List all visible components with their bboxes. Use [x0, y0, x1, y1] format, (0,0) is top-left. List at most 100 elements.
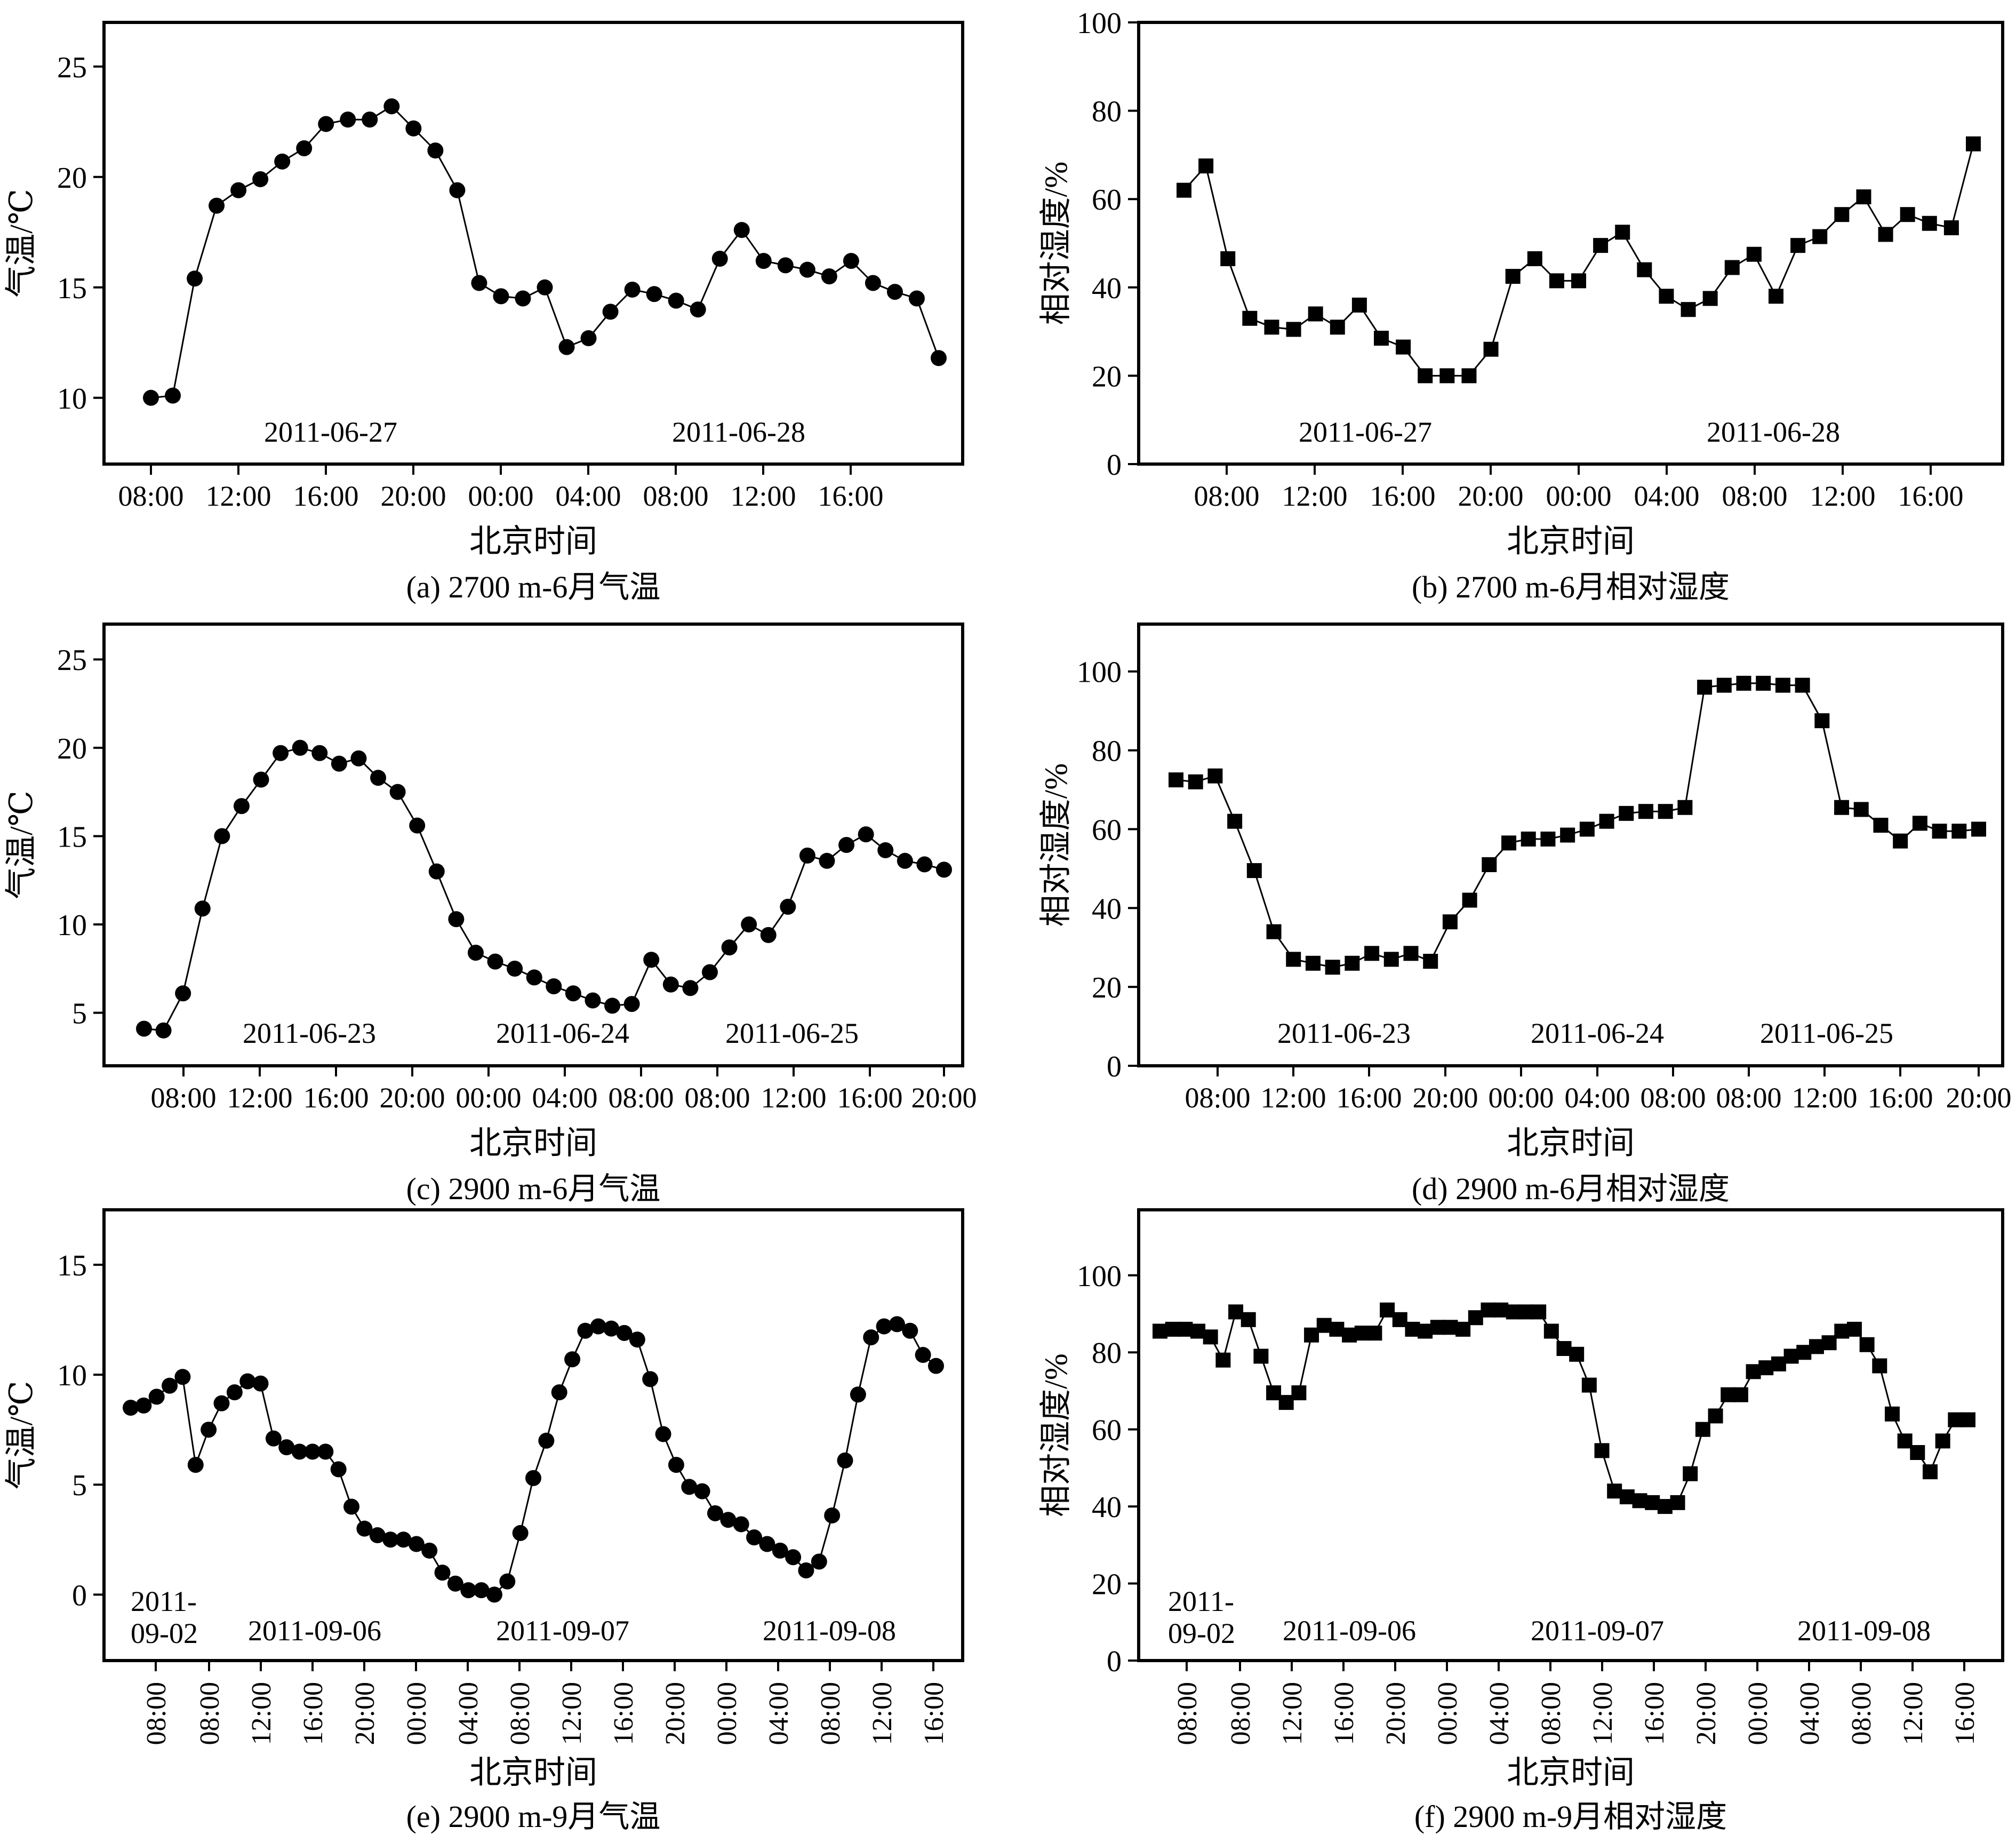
data-point [863, 1329, 879, 1346]
data-point [668, 292, 684, 309]
y-tick-label: 20 [57, 162, 87, 195]
data-point [1873, 818, 1889, 833]
plot-frame [102, 1208, 964, 1662]
data-point [1345, 955, 1360, 971]
data-point [629, 1331, 645, 1348]
data-point [1834, 1323, 1850, 1339]
y-tick-label: 5 [72, 998, 87, 1031]
panel-a: 10 15 20 25 08:00 12:00 16:00 20:00 00:00 04:00 08… [4, 21, 964, 604]
data-point [1821, 1335, 1837, 1351]
x-axis-label: 北京时间 [469, 524, 597, 559]
x-tick-label: 20:00 [1381, 1682, 1411, 1745]
data-point [370, 770, 387, 786]
data-point [1796, 1345, 1812, 1360]
plot-frame [1137, 623, 2004, 1067]
data-point [252, 171, 269, 187]
data-point [175, 985, 191, 1002]
data-point [1241, 1312, 1256, 1327]
data-point [1383, 952, 1399, 967]
data-point [1900, 207, 1915, 222]
x-tick-label: 12:00 [246, 1682, 277, 1745]
x-tick-label: 12:00 [1588, 1682, 1618, 1745]
data-point [291, 1443, 308, 1460]
data-point [1593, 238, 1609, 253]
data-point [1207, 768, 1223, 784]
x-tick-label: 16:00 [1639, 1682, 1670, 1745]
data-point [1932, 824, 1947, 839]
x-axis-label: 北京时间 [469, 1126, 597, 1161]
data-point [1418, 368, 1433, 384]
panel-caption: (c) 2900 m-6月气温 [406, 1171, 661, 1206]
y-tick-label: 15 [57, 820, 87, 853]
x-tick-label: 08:00 [1536, 1682, 1566, 1745]
data-point [1961, 1412, 1975, 1427]
data-point [928, 1358, 944, 1374]
data-point [395, 1531, 412, 1548]
data-point [694, 1483, 710, 1499]
data-point [1775, 677, 1790, 693]
data-point [214, 828, 230, 844]
data-point [331, 755, 347, 772]
data-point [897, 852, 913, 869]
x-axis-label: 北京时间 [1507, 1755, 1635, 1790]
series-line [1183, 143, 1974, 377]
data-point [623, 996, 640, 1012]
y-tick-label: 5 [72, 1469, 87, 1502]
data-point [1571, 273, 1586, 289]
data-point [515, 290, 531, 307]
date-label: 2011-06-28 [1707, 416, 1840, 448]
y-tick-label: 0 [1107, 449, 1122, 482]
data-point [755, 253, 772, 269]
y-tick-label: 20 [1092, 360, 1122, 393]
data-point [507, 960, 523, 977]
data-point [838, 837, 855, 853]
x-tick-label: 04:00 [764, 1682, 794, 1745]
data-point [356, 1520, 373, 1537]
x-tick-label: 04:00 [1795, 1682, 1825, 1745]
data-point [136, 1020, 152, 1037]
data-point [682, 980, 699, 996]
date-label: 09-02 [131, 1617, 198, 1649]
date-label: 2011-09-06 [248, 1615, 381, 1647]
data-point [1943, 220, 1959, 236]
x-tick-label: 16:00 [1867, 1082, 1933, 1114]
data-point [876, 1318, 892, 1335]
series-line [143, 747, 945, 1032]
data-point [1658, 804, 1673, 819]
data-point [1505, 269, 1521, 284]
x-tick-label: 08:00 [1722, 480, 1787, 512]
data-point [1374, 331, 1389, 346]
data-point [493, 288, 509, 305]
x-tick-label: 16:00 [293, 480, 358, 512]
data-point [1442, 914, 1458, 930]
data-point [187, 1457, 204, 1473]
data-point [1724, 260, 1740, 275]
data-point [1227, 813, 1243, 829]
data-point [1380, 1302, 1395, 1318]
data-point [1278, 1395, 1294, 1410]
data-point [759, 1536, 775, 1552]
x-axis-label: 北京时间 [1507, 1126, 1635, 1161]
data-point [1746, 246, 1762, 262]
data-point [1897, 1433, 1913, 1449]
data-point [1736, 675, 1751, 691]
data-point [772, 1542, 788, 1559]
date-label: 2011-09-07 [496, 1615, 629, 1647]
data-point [318, 116, 334, 132]
data-point [1228, 1304, 1244, 1320]
data-point [148, 1389, 165, 1405]
y-tick-label: 10 [57, 909, 87, 942]
data-point [1329, 1321, 1345, 1337]
x-axis-label: 北京时间 [469, 1755, 597, 1790]
data-point [1733, 1387, 1748, 1402]
x-tick-label: 04:00 [1634, 480, 1699, 512]
x-tick-label: 16:00 [1370, 480, 1435, 512]
data-point [1461, 368, 1477, 384]
y-tick-label: 20 [1092, 971, 1122, 1004]
data-point [1246, 863, 1262, 879]
data-point [1203, 1329, 1218, 1345]
data-point [143, 389, 159, 406]
data-point [1645, 1495, 1660, 1510]
data-point [1657, 1499, 1673, 1514]
data-point [916, 856, 933, 873]
